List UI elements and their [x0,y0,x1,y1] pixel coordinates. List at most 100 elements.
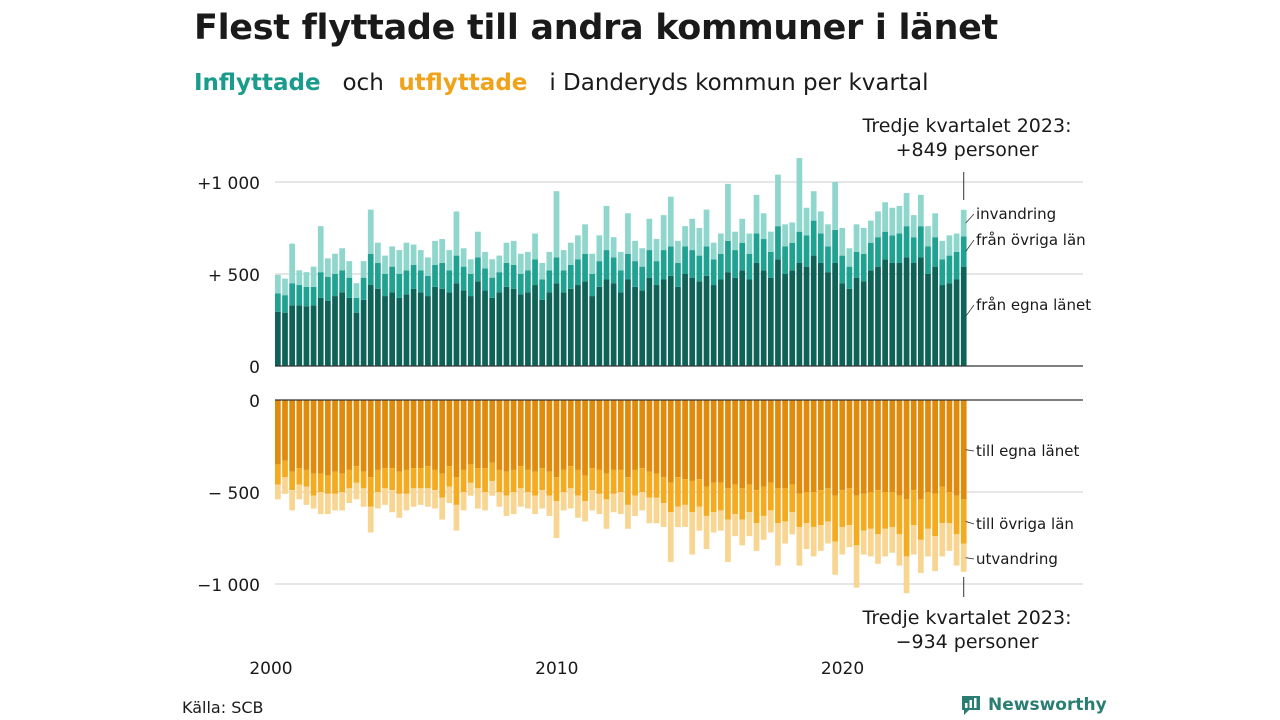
bar-outflow-own [396,400,403,472]
bar-outflow-other [539,468,546,491]
bar-inflow-own [867,270,874,366]
bar-inflow-other [389,266,396,293]
bar-outflow-emig [575,495,581,518]
bar-inflow-immig [517,253,524,274]
bar-inflow-own [703,275,710,366]
bar-outflow-own [453,400,460,478]
bar-inflow-immig [303,272,310,287]
bar-inflow-immig [396,250,403,274]
bar-inflow-other [296,285,303,306]
bar-inflow-own [946,283,953,366]
bar-outflow-other [325,475,331,494]
bar-inflow-other [510,264,517,289]
bar-inflow-other [860,253,867,282]
bar-inflow-immig [310,266,317,287]
bar-inflow-own [596,286,603,366]
bar-outflow-own [817,400,824,491]
bar-outflow-own [375,400,381,470]
bar-inflow-own [553,283,560,366]
bar-inflow-immig [353,283,360,298]
bar-inflow-immig [882,202,888,232]
bar-outflow-other [946,492,953,524]
bar-inflow-immig [782,224,788,247]
bar-inflow-other [732,250,738,278]
bar-inflow-other [475,257,481,282]
bar-outflow-own [710,400,717,483]
bar-outflow-emig [532,495,538,515]
bar-outflow-other [739,488,746,520]
y-tick-inflow: 0 [249,358,260,378]
bar-outflow-own [939,400,946,487]
bar-outflow-other [675,477,681,507]
bar-outflow-other [532,471,538,496]
bar-inflow-other [753,233,760,263]
bar-inflow-own [882,259,888,366]
bar-inflow-own [410,288,417,366]
bar-inflow-immig [903,193,910,227]
bar-outflow-emig [775,523,781,566]
bar-inflow-immig [846,248,853,267]
bar-inflow-own [925,274,931,366]
bar-inflow-immig [953,233,960,252]
bar-inflow-immig [610,237,617,258]
bar-inflow-other [410,264,417,289]
bar-outflow-other [567,466,574,489]
bar-outflow-emig [475,488,481,509]
bar-inflow-other [560,270,567,293]
bar-inflow-own [339,292,346,366]
bar-outflow-emig [539,490,546,509]
bar-outflow-own [732,400,738,485]
bar-inflow-own [296,305,303,366]
bar-inflow-immig [375,242,381,263]
bar-inflow-other [660,250,667,280]
bar-inflow-other [832,229,838,263]
bar-outflow-emig [646,497,653,524]
bar-inflow-other [867,242,874,271]
bar-outflow-emig [753,523,760,551]
bar-outflow-other [782,488,788,522]
bar-inflow-immig [553,191,560,258]
bar-outflow-other [317,473,324,492]
bar-outflow-other [725,488,731,520]
bar-inflow-own [460,290,467,366]
bar-outflow-emig [960,543,967,572]
bar-inflow-other [553,257,560,284]
bar-inflow-own [332,296,338,366]
series-label-invandring: invandring [976,205,1056,223]
bar-inflow-own [539,299,546,366]
bar-outflow-emig [696,506,703,531]
bar-outflow-other [760,486,767,516]
bar-inflow-other [453,255,460,284]
bar-inflow-immig [389,246,396,267]
bar-inflow-own [653,285,660,366]
bar-outflow-own [675,400,681,478]
bar-inflow-own [717,279,724,366]
bar-inflow-immig [367,209,374,254]
bar-outflow-emig [739,519,746,546]
bar-outflow-emig [903,556,910,594]
bar-outflow-own [425,400,431,467]
bar-inflow-other [653,261,660,286]
bar-outflow-other [660,477,667,504]
bar-inflow-own [517,294,524,366]
bar-outflow-own [439,400,446,474]
bar-outflow-own [846,400,853,489]
bar-outflow-emig [389,490,396,513]
bar-inflow-other [603,250,610,280]
bar-outflow-own [382,400,388,469]
bar-outflow-own [717,400,724,483]
bar-outflow-other [910,490,917,526]
bar-inflow-other [610,257,617,284]
bar-outflow-own [510,400,517,470]
bar-outflow-own [746,400,753,485]
bar-outflow-own [853,400,860,496]
bar-outflow-other [689,480,696,513]
bar-outflow-own [682,400,688,480]
bar-outflow-emig [375,492,381,509]
subtitle-inflow-word: Inflyttade [194,70,321,96]
bar-outflow-other [696,479,703,507]
bar-inflow-other [425,275,431,297]
bar-outflow-other [767,482,774,511]
bar-outflow-own [796,400,803,494]
bar-outflow-other [610,469,617,494]
